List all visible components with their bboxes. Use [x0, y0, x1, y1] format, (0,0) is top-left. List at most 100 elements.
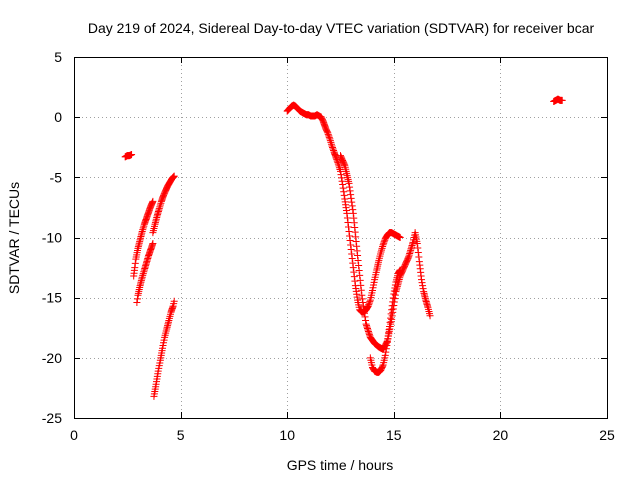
data-point [157, 199, 165, 207]
data-point [139, 271, 147, 279]
data-point [138, 273, 146, 281]
data-point [328, 142, 336, 150]
grid-lines [74, 57, 607, 418]
y-tick-label: -20 [42, 350, 62, 366]
x-tick-label: 20 [493, 427, 509, 443]
data-points [121, 95, 566, 400]
data-point [378, 244, 386, 252]
data-point [350, 273, 358, 281]
data-point [346, 232, 354, 240]
data-point [360, 306, 368, 314]
y-axis-label: SDTVAR / TECUs [6, 182, 22, 294]
y-tick-label: -15 [42, 290, 62, 306]
data-point [139, 270, 147, 278]
data-point [345, 179, 353, 187]
series-s1 [121, 150, 136, 161]
data-point [366, 298, 374, 306]
data-point [386, 323, 394, 331]
data-point [133, 298, 141, 306]
chart-title: Day 219 of 2024, Sidereal Day-to-day VTE… [88, 20, 595, 36]
data-point [379, 243, 387, 251]
data-point [333, 157, 341, 165]
data-point [390, 290, 398, 298]
data-point [414, 249, 422, 257]
data-point [324, 130, 332, 138]
data-point [170, 172, 178, 180]
data-point [340, 188, 348, 196]
data-point [355, 266, 363, 274]
data-point [349, 206, 357, 214]
data-point [343, 214, 351, 222]
data-point [327, 138, 335, 146]
data-point [355, 261, 363, 269]
data-point [156, 201, 164, 209]
data-point [391, 281, 399, 289]
x-tick-label: 25 [599, 427, 615, 443]
series-s3 [133, 240, 157, 306]
data-point [376, 366, 384, 374]
data-point [348, 255, 356, 263]
data-point [361, 313, 369, 321]
data-point [131, 259, 139, 267]
data-point [389, 294, 397, 302]
data-point [346, 187, 354, 195]
series-s8 [366, 266, 404, 376]
data-point [139, 226, 147, 234]
data-point [340, 191, 348, 199]
data-point [348, 202, 356, 210]
data-point [378, 246, 386, 254]
data-point [131, 264, 139, 272]
data-point [359, 298, 367, 306]
data-point [348, 250, 356, 258]
data-point [379, 362, 387, 370]
data-point [339, 181, 347, 189]
data-point [351, 277, 359, 285]
data-point [381, 351, 389, 359]
data-point [349, 259, 357, 267]
data-point [415, 253, 423, 261]
y-tick-label: -5 [50, 169, 63, 185]
data-point [325, 133, 333, 141]
x-tick-label: 15 [386, 427, 402, 443]
data-point [356, 271, 364, 279]
data-point [389, 305, 397, 313]
data-point [347, 194, 355, 202]
data-point [156, 203, 164, 211]
data-point [345, 227, 353, 235]
data-point [383, 341, 391, 349]
data-point [386, 318, 394, 326]
data-point [387, 314, 395, 322]
data-point [327, 140, 335, 148]
data-point [360, 309, 368, 317]
tick-labels: 0 5 10 15 20 25 -25 -20 -15 -10 -5 0 5 [42, 49, 615, 443]
data-point [388, 315, 396, 323]
data-point [419, 282, 427, 290]
data-point [419, 285, 427, 293]
data-point [358, 295, 366, 303]
data-point [133, 295, 141, 303]
data-point [338, 174, 346, 182]
data-point [329, 144, 337, 152]
data-point [347, 241, 355, 249]
data-point [558, 96, 566, 104]
data-point [138, 227, 146, 235]
data-point [128, 150, 136, 158]
data-point [325, 132, 333, 140]
data-point [356, 276, 364, 284]
data-point [387, 310, 395, 318]
data-point [365, 299, 373, 307]
data-point [418, 276, 426, 284]
data-point [354, 257, 362, 265]
data-point [140, 268, 148, 276]
x-tick-label: 0 [70, 427, 78, 443]
data-point [379, 241, 387, 249]
data-point [338, 177, 346, 185]
y-tick-label: -10 [42, 230, 62, 246]
data-point [343, 209, 351, 217]
data-point [426, 312, 434, 320]
data-point [396, 234, 404, 241]
data-point [349, 264, 357, 272]
data-point [418, 279, 426, 287]
data-point [335, 162, 343, 170]
